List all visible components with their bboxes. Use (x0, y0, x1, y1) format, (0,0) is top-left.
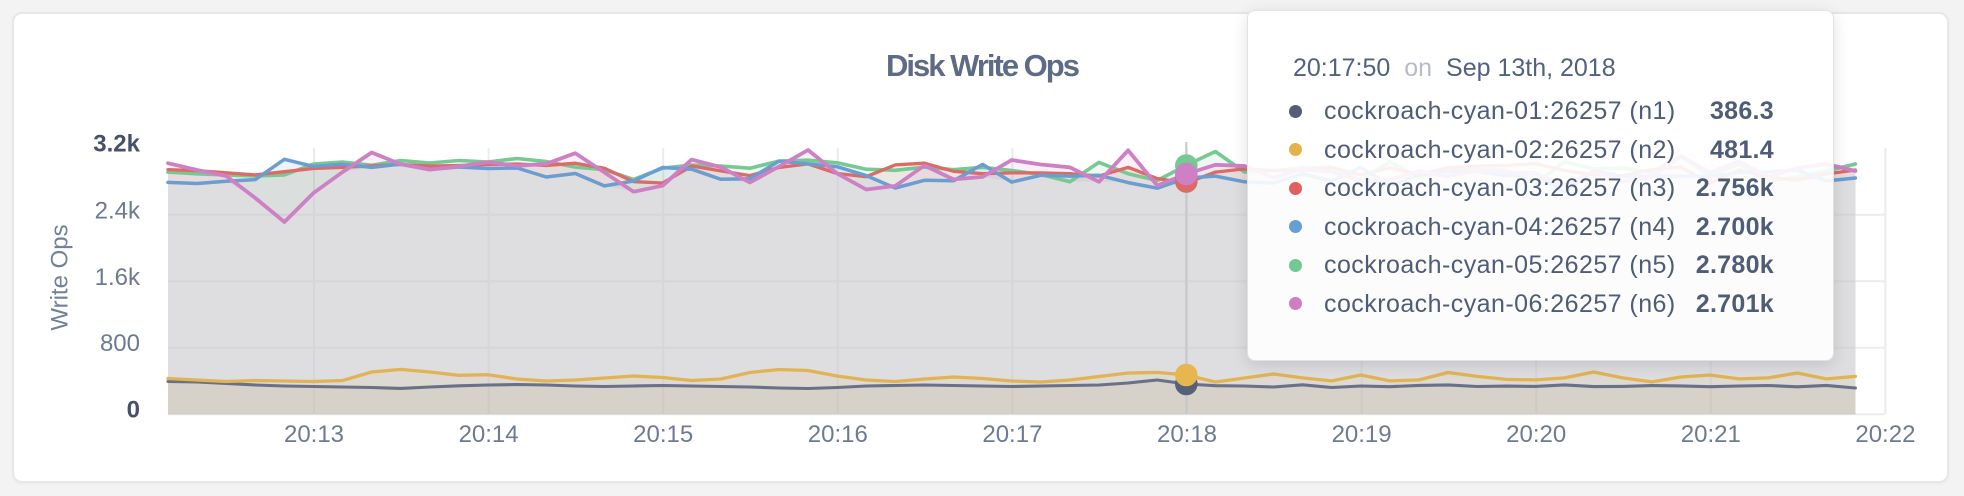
svg-text:20:16: 20:16 (808, 421, 868, 448)
svg-text:20:14: 20:14 (459, 421, 519, 448)
svg-text:20:22: 20:22 (1855, 421, 1915, 448)
svg-text:1.6k: 1.6k (95, 264, 141, 291)
svg-text:20:13: 20:13 (284, 421, 344, 448)
svg-text:20:15: 20:15 (633, 421, 693, 448)
svg-text:20:21: 20:21 (1681, 421, 1741, 448)
svg-text:20:18: 20:18 (1157, 421, 1217, 448)
svg-text:20:19: 20:19 (1332, 421, 1392, 448)
svg-text:3.2k: 3.2k (93, 131, 140, 158)
svg-text:0: 0 (127, 397, 140, 424)
svg-text:20:17: 20:17 (982, 421, 1042, 448)
svg-text:Write Ops: Write Ops (47, 224, 74, 330)
svg-text:2.4k: 2.4k (95, 197, 141, 224)
svg-text:800: 800 (100, 330, 140, 357)
svg-text:20:20: 20:20 (1506, 421, 1566, 448)
